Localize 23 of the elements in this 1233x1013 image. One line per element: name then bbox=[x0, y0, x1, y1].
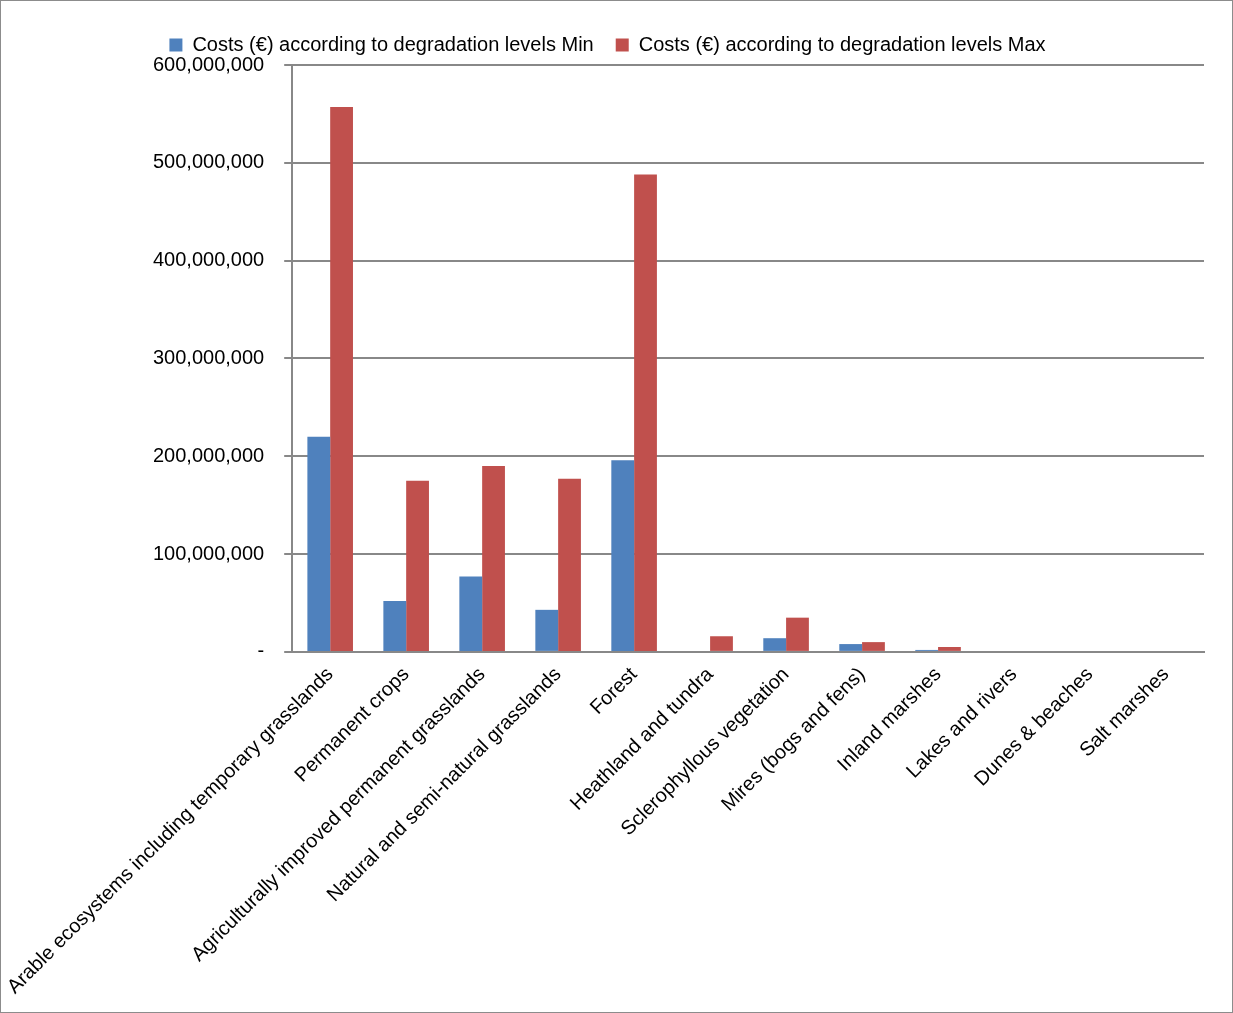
bar bbox=[459, 576, 483, 651]
bar bbox=[938, 647, 961, 651]
y-tick-label: 100,000,000 bbox=[152, 541, 265, 564]
y-tick-label: - bbox=[257, 639, 265, 662]
y-tick-label: 300,000,000 bbox=[152, 345, 265, 368]
bar bbox=[558, 478, 581, 651]
bar bbox=[307, 436, 331, 651]
legend-label: Costs (€) according to degradation levels Max bbox=[638, 32, 1046, 55]
bar bbox=[406, 480, 429, 651]
bar bbox=[611, 460, 635, 651]
bar bbox=[535, 609, 559, 651]
bar bbox=[862, 642, 885, 651]
bar bbox=[482, 466, 505, 651]
bar bbox=[383, 601, 407, 651]
bar bbox=[330, 107, 353, 651]
bar bbox=[710, 636, 733, 651]
bar bbox=[839, 644, 863, 651]
bar bbox=[763, 638, 787, 651]
y-tick-label: 200,000,000 bbox=[152, 443, 265, 466]
y-tick-label: 400,000,000 bbox=[152, 248, 265, 271]
bar bbox=[634, 174, 657, 651]
bar bbox=[786, 617, 809, 651]
y-tick-label: 500,000,000 bbox=[152, 150, 265, 173]
